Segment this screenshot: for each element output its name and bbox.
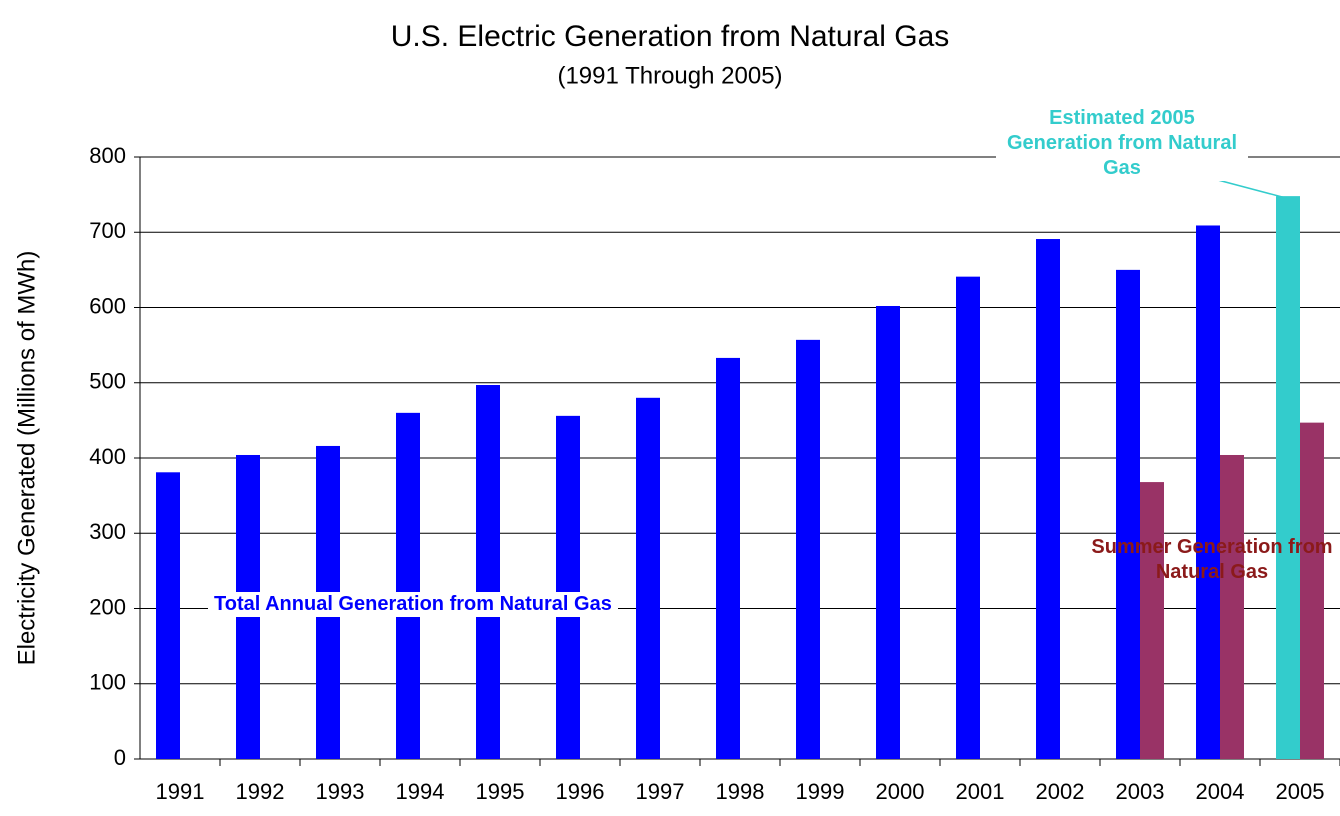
x-tick-label: 1994	[396, 779, 445, 804]
y-tick-label: 200	[89, 594, 126, 619]
bar	[876, 305, 900, 759]
y-tick-label: 400	[89, 444, 126, 469]
x-tick-label: 2001	[956, 779, 1005, 804]
bar	[796, 339, 820, 759]
annotation: Estimated 2005 Generation from Natural G…	[996, 106, 1248, 181]
annotation: Total Annual Generation from Natural Gas	[208, 592, 618, 617]
y-tick-label: 100	[89, 670, 126, 695]
chart-subtitle: (1991 Through 2005)	[557, 62, 782, 89]
y-tick-label: 800	[89, 143, 126, 168]
x-tick-label: 2003	[1116, 779, 1165, 804]
y-tick-label: 500	[89, 369, 126, 394]
x-tick-label: 2004	[1196, 779, 1245, 804]
bar	[476, 385, 500, 759]
bar	[1300, 422, 1324, 759]
bar	[1036, 239, 1060, 759]
x-tick-label: 1992	[236, 779, 285, 804]
y-tick-label: 300	[89, 519, 126, 544]
x-tick-label: 1998	[716, 779, 765, 804]
x-tick-label: 2000	[876, 779, 925, 804]
bar	[396, 412, 420, 759]
x-tick-label: 1993	[316, 779, 365, 804]
bar	[1276, 196, 1300, 759]
bar	[716, 357, 740, 759]
chart-title: U.S. Electric Generation from Natural Ga…	[391, 20, 950, 53]
bar	[1116, 269, 1140, 759]
bar	[1196, 225, 1220, 760]
bar	[1140, 482, 1164, 759]
y-axis-label: Electricity Generated (Millions of MWh)	[13, 251, 40, 666]
bar	[1220, 454, 1244, 759]
x-tick-label: 1997	[636, 779, 685, 804]
bar	[556, 415, 580, 759]
x-tick-label: 1991	[156, 779, 205, 804]
bar	[156, 472, 180, 759]
y-tick-label: 700	[89, 218, 126, 243]
annotation: Summer Generation from Natural Gas	[1091, 536, 1333, 583]
y-tick-label: 0	[114, 745, 126, 770]
x-tick-label: 2005	[1276, 779, 1325, 804]
x-tick-label: 1999	[796, 779, 845, 804]
bar	[636, 397, 660, 759]
y-tick-label: 600	[89, 293, 126, 318]
x-tick-label: 1995	[476, 779, 525, 804]
x-tick-label: 1996	[556, 779, 605, 804]
x-tick-label: 2002	[1036, 779, 1085, 804]
bar	[956, 276, 980, 759]
